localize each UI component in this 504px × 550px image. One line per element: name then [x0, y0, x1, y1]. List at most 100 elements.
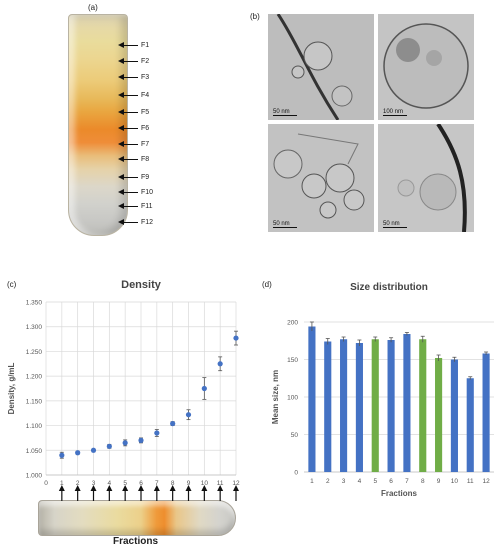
horizontal-tube-photo — [38, 500, 236, 536]
bar — [355, 343, 363, 472]
bar — [340, 339, 348, 472]
panel-label-d: (d) — [262, 280, 272, 289]
membrane-edge — [276, 14, 340, 120]
x-axis-label: Fractions — [381, 489, 418, 498]
arrow-icon — [118, 156, 124, 162]
arrow-line — [124, 176, 138, 178]
arrow-line — [124, 127, 138, 129]
x-tick-label: 5 — [123, 480, 127, 487]
y-tick-label: 1.050 — [26, 448, 43, 455]
y-tick-label: 1.200 — [26, 374, 43, 381]
data-point — [185, 412, 192, 418]
y-tick-label: 1.250 — [26, 349, 43, 356]
x-tick-label: 5 — [373, 478, 377, 485]
scale-bar-label: 50 nm — [383, 221, 407, 228]
bar — [419, 339, 427, 472]
vesicle — [331, 85, 353, 107]
dense-core — [396, 38, 420, 62]
bar — [324, 341, 332, 472]
y-tick-label: 150 — [287, 357, 298, 364]
up-arrow-icon — [169, 485, 176, 491]
fraction-label-row: F5 — [118, 107, 149, 117]
bar — [308, 326, 316, 472]
fraction-label: F12 — [141, 218, 154, 226]
x-tick-label: 2 — [76, 480, 80, 487]
fraction-label: F11 — [141, 202, 153, 210]
up-arrow-icon — [138, 485, 144, 491]
arrow-icon — [118, 42, 124, 48]
arrow-icon — [118, 203, 124, 209]
vesicle — [397, 179, 415, 197]
arrow-icon — [118, 74, 124, 80]
y-tick-label: 1.100 — [26, 423, 43, 430]
data-point — [233, 335, 239, 341]
arrow-icon — [118, 125, 124, 131]
arrow-icon — [118, 189, 124, 195]
bar — [466, 378, 474, 472]
bar — [450, 359, 458, 472]
fraction-label-row: F2 — [118, 56, 149, 66]
scale-bar-label: 50 nm — [273, 109, 297, 116]
fraction-label-row: F12 — [118, 217, 153, 227]
x-tick-label: 4 — [108, 480, 112, 487]
up-arrow-icon — [74, 485, 81, 491]
fraction-label-row: F6 — [118, 123, 149, 133]
fraction-label-row: F10 — [118, 187, 153, 197]
x-tick-label: 11 — [217, 480, 224, 487]
data-point — [138, 437, 144, 443]
fraction-label-row: F3 — [118, 72, 149, 82]
density-chart: Density 1.000 1.050 1.100 1.150 1.200 1.250 1.3… — [7, 279, 240, 487]
dense-core — [426, 50, 442, 66]
data-point — [170, 420, 176, 427]
x-tick-label: 6 — [389, 478, 393, 485]
x-tick-label: 2 — [326, 478, 330, 485]
x-tick-label: 9 — [187, 480, 191, 487]
arrow-icon — [118, 92, 124, 98]
vesicle — [273, 149, 303, 179]
arrow-line — [124, 158, 138, 160]
x-tick-label: 3 — [92, 480, 96, 487]
arrow-icon — [118, 109, 124, 115]
data-point — [106, 443, 112, 449]
arrow-icon — [118, 219, 124, 225]
bar — [403, 334, 411, 472]
arrow-line — [124, 76, 138, 78]
x-tick-label: 4 — [358, 478, 362, 485]
vesicle — [419, 173, 457, 211]
fraction-label: F7 — [141, 140, 150, 148]
vesicle — [301, 173, 327, 199]
em-image-2: 100 nm — [378, 14, 474, 120]
up-arrow-icon — [153, 485, 160, 491]
tube-arrows — [58, 485, 239, 501]
em-image-1: 50 nm — [268, 14, 374, 120]
fraction-label: F3 — [141, 73, 150, 81]
arrow-line — [124, 221, 138, 223]
fraction-label: F6 — [141, 124, 150, 132]
fraction-label-row: F7 — [118, 139, 149, 149]
fraction-label: F1 — [141, 41, 150, 49]
panel-label-c: (c) — [7, 280, 17, 289]
x-tick-label: 7 — [405, 478, 409, 485]
bar — [482, 353, 490, 472]
bar — [435, 358, 443, 472]
em-image-4-figure — [378, 124, 474, 232]
x-tick-label: 12 — [232, 480, 240, 487]
arrow-line — [124, 191, 138, 193]
fraction-label-row: F8 — [118, 154, 149, 164]
x-tick-label: 12 — [482, 478, 490, 485]
chart-title: Size distribution — [350, 282, 428, 293]
arrow-line — [124, 94, 138, 96]
vesicle — [291, 65, 305, 79]
arrow-line — [124, 143, 138, 145]
fraction-label: F5 — [141, 108, 150, 116]
arrow-line — [124, 60, 138, 62]
y-tick-label: 100 — [287, 395, 298, 402]
x-tick-label: 7 — [155, 480, 159, 487]
em-image-4: 50 nm — [378, 124, 474, 232]
vesicle — [303, 41, 333, 71]
x-tick-label: 8 — [421, 478, 425, 485]
data-point — [122, 440, 128, 446]
y-tick-label: 0 — [294, 470, 298, 477]
arrow-line — [124, 205, 138, 207]
vesicle — [319, 201, 337, 219]
